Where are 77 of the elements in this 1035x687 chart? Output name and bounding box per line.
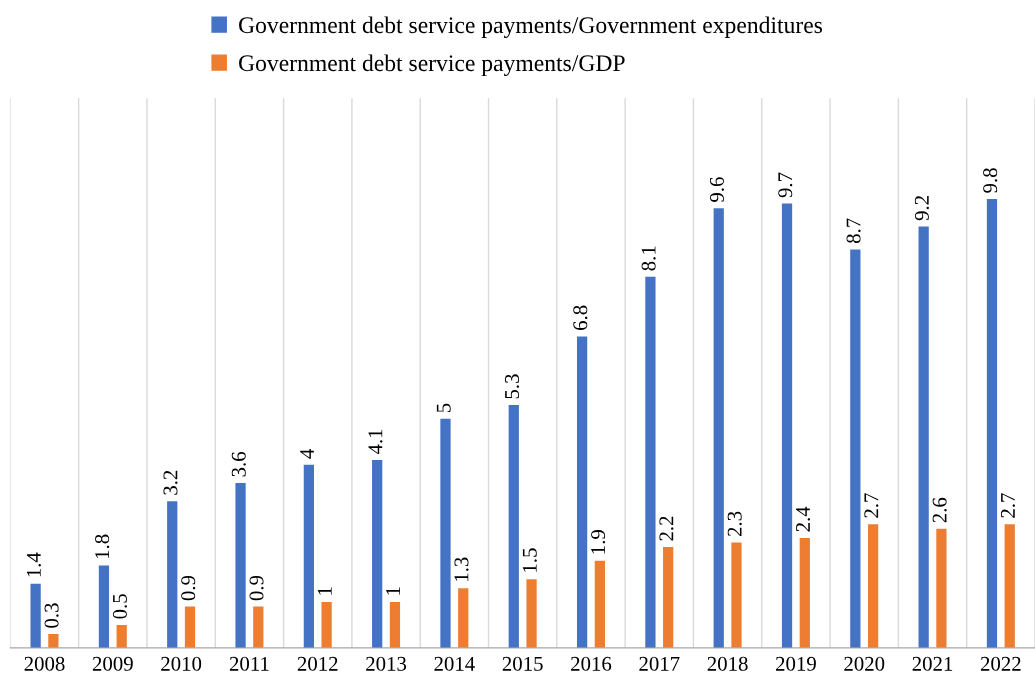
data-label: 0.9 [249,575,264,601]
data-label: 1 [317,587,332,595]
bar [799,537,810,648]
bar [458,588,469,648]
data-label: 1.8 [95,534,110,559]
bar [576,336,588,648]
data-label: 2.6 [932,497,947,523]
data-label: 1.4 [26,552,41,577]
x-tick-label: 2017 [639,656,680,671]
data-label: 1.9 [591,530,606,554]
x-tick-label: 2011 [229,656,269,671]
x-tick-label: 2018 [707,656,748,671]
data-label: 1.3 [454,557,469,581]
bar [30,583,41,648]
data-label: 2.3 [727,511,742,537]
bar [867,524,879,648]
data-label: 2.7 [1000,493,1016,518]
bar [235,482,246,648]
legend-label: Government debt service payments/Government expenditures [239,16,823,39]
bar [48,634,59,648]
bar [1004,524,1015,648]
bar [645,276,656,648]
data-label: 0.5 [112,594,127,619]
x-tick-label: 2014 [434,656,475,671]
data-label: 0.9 [181,575,196,601]
bar [663,547,674,648]
data-label: 4.1 [368,429,383,455]
data-label: 2.7 [864,493,879,518]
x-tick-label: 2015 [502,656,543,671]
data-label: 8.1 [641,246,656,271]
data-label: 9.7 [778,172,793,198]
bar [167,501,178,648]
bar [713,208,724,648]
data-label: 6.8 [573,305,588,330]
bar [986,199,998,648]
x-tick-label: 2022 [980,656,1021,671]
data-label: 8.7 [846,218,861,244]
data-label: 5 [436,403,451,413]
bar [781,203,793,648]
bar [253,606,264,648]
bar [116,624,127,648]
data-label: 2.4 [796,506,811,532]
bar [303,464,314,648]
data-label: 9.2 [914,196,929,221]
bar [372,460,383,648]
x-tick-label: 2013 [366,656,407,671]
data-label: 3.2 [163,470,178,495]
bar [526,579,537,648]
data-label: 9.6 [709,177,725,202]
data-label: 3.6 [231,451,246,477]
data-label: 1.5 [522,548,537,572]
x-tick-label: 2009 [92,656,133,671]
bar [98,565,110,648]
bar [918,226,929,648]
bar [389,602,401,648]
bar [508,405,519,648]
bar [850,249,861,648]
x-tick-label: 2016 [571,656,612,671]
x-tick-label: 2010 [161,656,202,671]
bar [936,528,947,648]
bar [731,542,742,648]
bar [184,606,196,648]
bar [440,418,451,648]
data-label: 5.3 [505,374,520,399]
x-tick-label: 2019 [776,656,816,671]
legend-label: Government debt service payments/GDP [239,54,625,77]
data-label: 2.2 [659,516,674,541]
bar [594,560,605,648]
x-tick-label: 2012 [297,656,338,671]
data-label: 9.8 [983,168,998,193]
bar [321,602,332,648]
data-label: 1 [386,587,400,595]
x-tick-label: 2021 [912,656,953,671]
x-tick-label: 2020 [844,656,885,671]
data-label: 4 [300,448,314,459]
x-tick-label: 2008 [24,656,65,671]
data-label: 0.3 [44,603,59,628]
